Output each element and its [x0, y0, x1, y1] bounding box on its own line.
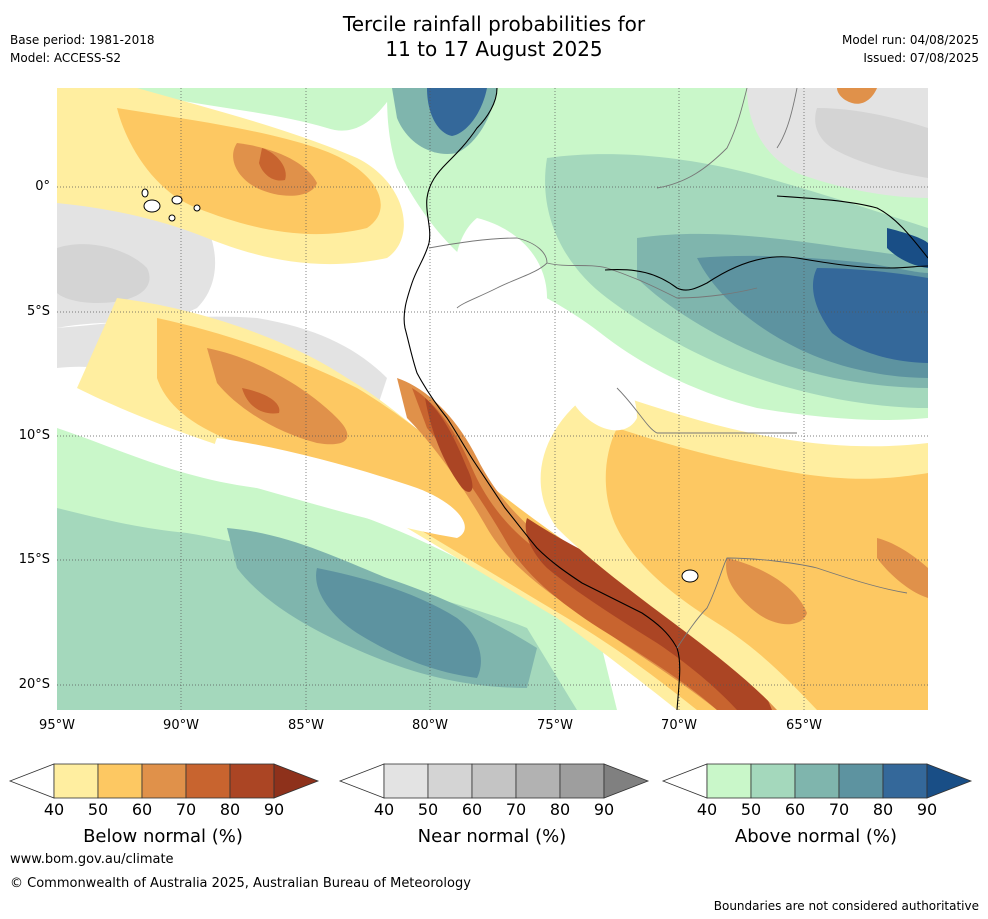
lon-label-95w: 95°W	[39, 718, 75, 733]
colorbar-near-tick: 70	[505, 800, 527, 819]
colorbar-below-tick: 40	[43, 800, 65, 819]
title-line-2: 11 to 17 August 2025	[385, 37, 603, 61]
meta-left: Base period: 1981-2018 Model: ACCESS-S2	[10, 31, 155, 67]
website-link[interactable]: www.bom.gov.au/climate	[10, 852, 174, 867]
lat-label-15s: 15°S	[18, 552, 50, 567]
lat-label-0: 0°	[35, 179, 50, 194]
lon-label-90w: 90°W	[163, 718, 199, 733]
colorbar-below	[8, 763, 320, 799]
issued-date: Issued: 07/08/2025	[863, 51, 979, 65]
lat-label-5s: 5°S	[26, 304, 50, 319]
region-above-40-northwest	[117, 88, 397, 131]
region-below-60-southeast	[726, 538, 928, 625]
region-near-50-northeast	[815, 108, 928, 178]
meta-right: Model run: 04/08/2025 Issued: 07/08/2025	[842, 31, 979, 67]
region-above-90-northeast	[887, 228, 928, 268]
region-below-60-central	[207, 348, 348, 445]
region-below-50-southeast	[605, 428, 928, 710]
colorbar-near-tick: 90	[593, 800, 615, 819]
colorbar-below-tick: 70	[175, 800, 197, 819]
colorbar-above	[661, 763, 973, 799]
region-below-80-coast	[425, 398, 772, 710]
copyright-text: © Commonwealth of Australia 2025, Austra…	[10, 876, 471, 891]
model-run: Model run: 04/08/2025	[841, 33, 979, 47]
river-tributary	[776, 195, 928, 259]
colorbar-below-title: Below normal (%)	[83, 826, 243, 847]
region-white-ecuador	[454, 218, 547, 329]
colorbar-near-tick: 40	[373, 800, 395, 819]
amazon-river	[604, 256, 928, 291]
graticule	[57, 88, 928, 710]
region-above-70-southwest	[316, 568, 481, 678]
colorbar-near-tick: 60	[461, 800, 483, 819]
colorbar-above-tick: 90	[916, 800, 938, 819]
base-period: Base period: 1981-2018	[10, 33, 155, 47]
colorbar-above-tick: 60	[784, 800, 806, 819]
galapagos-islands	[141, 188, 201, 222]
lake-titicaca	[681, 569, 699, 583]
model-name: Model: ACCESS-S2	[10, 51, 122, 65]
colorbar-above-tick: 40	[696, 800, 718, 819]
country-borders	[428, 88, 908, 649]
colorbar-near	[338, 763, 650, 799]
colorbar-below-tick: 90	[263, 800, 285, 819]
lat-label-10s: 10°S	[18, 428, 50, 443]
disclaimer-text: Boundaries are not considered authoritat…	[713, 899, 979, 913]
colorbar-above-title: Above normal (%)	[734, 826, 898, 847]
colorbar-below-tick: 50	[87, 800, 109, 819]
colorbar-near-tick: 50	[417, 800, 439, 819]
region-below-70-northwest	[259, 148, 286, 181]
region-white-peru-andes	[565, 348, 637, 431]
lat-label-20s: 20°S	[18, 677, 50, 692]
lon-label-65w: 65°W	[786, 718, 822, 733]
lon-label-80w: 80°W	[412, 718, 448, 733]
colorbars-svg	[8, 763, 973, 799]
lon-label-75w: 75°W	[537, 718, 573, 733]
probability-map	[57, 88, 928, 710]
region-near-50-northwest	[57, 244, 150, 303]
region-below-70-central	[242, 388, 280, 414]
colorbar-near-title: Near normal (%)	[417, 826, 567, 847]
region-below-60-northeast-small	[837, 88, 877, 104]
colorbar-above-tick: 50	[740, 800, 762, 819]
coastline	[403, 88, 681, 710]
colorbar-above-tick: 70	[828, 800, 850, 819]
lon-label-85w: 85°W	[288, 718, 324, 733]
lon-label-70w: 70°W	[661, 718, 697, 733]
colorbar-below-tick: 80	[219, 800, 241, 819]
colorbar-near-tick: 80	[549, 800, 571, 819]
colorbar-below-tick: 60	[131, 800, 153, 819]
map-svg	[57, 88, 928, 710]
map-title: Tercile rainfall probabilities for 11 to…	[0, 12, 988, 62]
region-above-80-northcoast	[427, 88, 487, 136]
colorbar-above-tick: 80	[872, 800, 894, 819]
title-line-1: Tercile rainfall probabilities for	[342, 12, 646, 36]
region-white-ocean	[214, 438, 465, 538]
region-above-80-northeast	[812, 268, 928, 363]
